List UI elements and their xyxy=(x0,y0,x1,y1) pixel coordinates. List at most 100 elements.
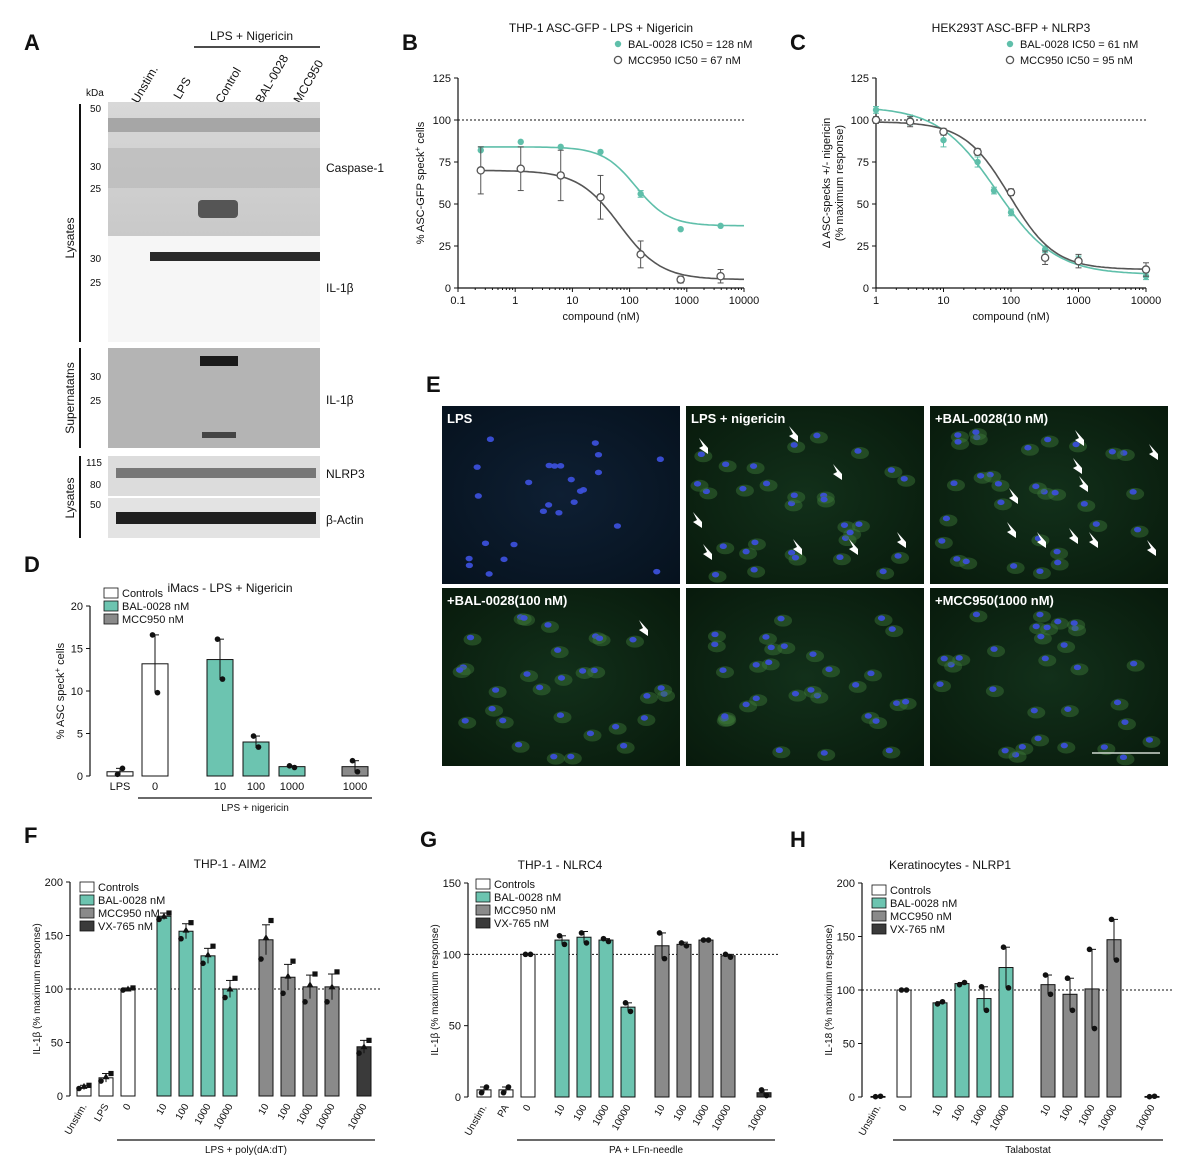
x-tick-label: 100 xyxy=(1058,1103,1076,1123)
y-tick-label: 15 xyxy=(71,644,83,656)
data-point xyxy=(1141,265,1151,274)
blot-target-label: β-Actin xyxy=(326,513,364,527)
y-tick-label: 20 xyxy=(71,601,83,613)
cell-nucleus xyxy=(653,568,661,575)
cell-nucleus xyxy=(640,715,648,721)
cell-nucleus xyxy=(775,747,783,754)
micrograph-label: +BAL-0028(10 nM) xyxy=(935,411,1048,426)
replicate-point xyxy=(178,935,184,942)
replicate-point xyxy=(214,636,221,642)
cell-nucleus xyxy=(510,541,518,548)
x-tick-label: 100 xyxy=(247,781,265,793)
x-tick-label: Unstim. xyxy=(63,1102,89,1137)
bar xyxy=(720,955,736,1098)
micrograph-label: LPS xyxy=(447,411,473,426)
x-tick-label: 100 xyxy=(672,1103,690,1123)
cell-nucleus xyxy=(836,554,844,561)
cell-nucleus xyxy=(894,553,902,559)
bar xyxy=(554,939,570,1098)
speck-arrowhead xyxy=(833,464,842,480)
replicate-point xyxy=(872,1093,879,1100)
speck-arrowhead xyxy=(1079,476,1088,492)
y-axis-label: IL-1β (% maximum response) xyxy=(430,924,441,1055)
replicate-point xyxy=(1108,916,1115,923)
x-tick-label: 1000 xyxy=(193,1102,214,1127)
cell-nucleus xyxy=(1053,548,1061,555)
replicate-point xyxy=(124,985,132,992)
data-point xyxy=(596,193,605,202)
replicate-point xyxy=(500,1089,507,1096)
cell-nucleus xyxy=(954,439,962,445)
x-tick-label: 10000 xyxy=(1096,1103,1120,1133)
cell-nucleus xyxy=(474,493,482,499)
replicate-point xyxy=(356,1050,362,1056)
cell-nucleus xyxy=(936,681,944,687)
replicate-point xyxy=(727,954,734,960)
cell-nucleus xyxy=(900,475,908,482)
blot-lane-label: LPS xyxy=(170,75,193,102)
cell-nucleus xyxy=(1010,563,1018,569)
data-point xyxy=(939,127,948,137)
cell-nucleus xyxy=(877,615,886,621)
cell-nucleus xyxy=(656,456,664,463)
cell-nucleus xyxy=(888,626,896,632)
legend-swatch xyxy=(871,910,887,922)
x-tick-label: 10000 xyxy=(988,1103,1012,1133)
bar xyxy=(676,943,692,1098)
cell-nucleus xyxy=(790,492,798,499)
cell-nucleus xyxy=(846,529,854,536)
speck-arrowhead xyxy=(789,426,798,442)
y-tick-label: 10 xyxy=(71,686,83,698)
cell-nucleus xyxy=(752,661,760,668)
cell-nucleus xyxy=(852,682,860,688)
cell-nucleus xyxy=(711,631,719,638)
y-tick-label: 50 xyxy=(843,1039,855,1051)
data-point xyxy=(476,166,486,175)
cell-nucleus xyxy=(466,634,475,641)
cell-nucleus xyxy=(1113,699,1122,706)
replicate-point xyxy=(1042,972,1049,978)
cell-nucleus xyxy=(762,480,771,487)
cell-nucleus xyxy=(485,571,493,577)
bar xyxy=(896,989,912,1098)
replicate-point xyxy=(758,1087,765,1093)
chart-title: THP-1 - AIM2 xyxy=(194,857,267,871)
x-tick-label: 10000 xyxy=(710,1103,734,1133)
legend-swatch xyxy=(871,884,887,896)
replicate-point xyxy=(360,1043,368,1050)
blot-target-label: NLRP3 xyxy=(326,467,365,481)
y-tick-label: 50 xyxy=(449,1021,461,1033)
cell-nucleus xyxy=(953,556,961,562)
data-point xyxy=(872,106,880,114)
x-tick-label: 1000 xyxy=(1077,1103,1098,1128)
y-tick-label: 100 xyxy=(837,985,855,997)
legend-marker xyxy=(1005,55,1015,65)
replicate-point xyxy=(934,1001,941,1007)
cell-nucleus xyxy=(790,442,798,448)
replicate-point xyxy=(1091,1025,1098,1032)
cell-nucleus xyxy=(612,723,620,730)
dose-response-chart-c: HEK293T ASC-BFP + NLRP3 0 25 50 75 100 125 1 10 1… xyxy=(821,21,1161,323)
replicate-point xyxy=(262,934,270,941)
cell-nucleus xyxy=(1092,521,1100,527)
speck-arrowhead xyxy=(703,544,712,560)
cell-nucleus xyxy=(940,655,948,662)
fit-curve xyxy=(876,121,1147,270)
y-tick-label: 200 xyxy=(837,878,855,890)
x-tick-label: 10000 xyxy=(1131,295,1162,307)
cell-nucleus xyxy=(657,685,665,691)
legend-label: MCC950 nM xyxy=(122,614,184,626)
cell-nucleus xyxy=(613,523,622,529)
blot-lane-label: Control xyxy=(212,65,243,106)
cell-nucleus xyxy=(791,690,800,697)
cell-nucleus xyxy=(594,469,603,476)
y-tick-label: 75 xyxy=(857,157,869,169)
cell-nucleus xyxy=(977,472,985,479)
y-tick-label: 100 xyxy=(851,115,869,127)
bar-chart-d: iMacs - LPS + Nigericin 0 5 10 15 20 % ASC spe… xyxy=(53,581,372,814)
cell-nucleus xyxy=(1012,751,1020,758)
x-tick-label: 1000 xyxy=(675,295,699,307)
cell-nucleus xyxy=(465,562,473,569)
data-point xyxy=(517,138,524,146)
